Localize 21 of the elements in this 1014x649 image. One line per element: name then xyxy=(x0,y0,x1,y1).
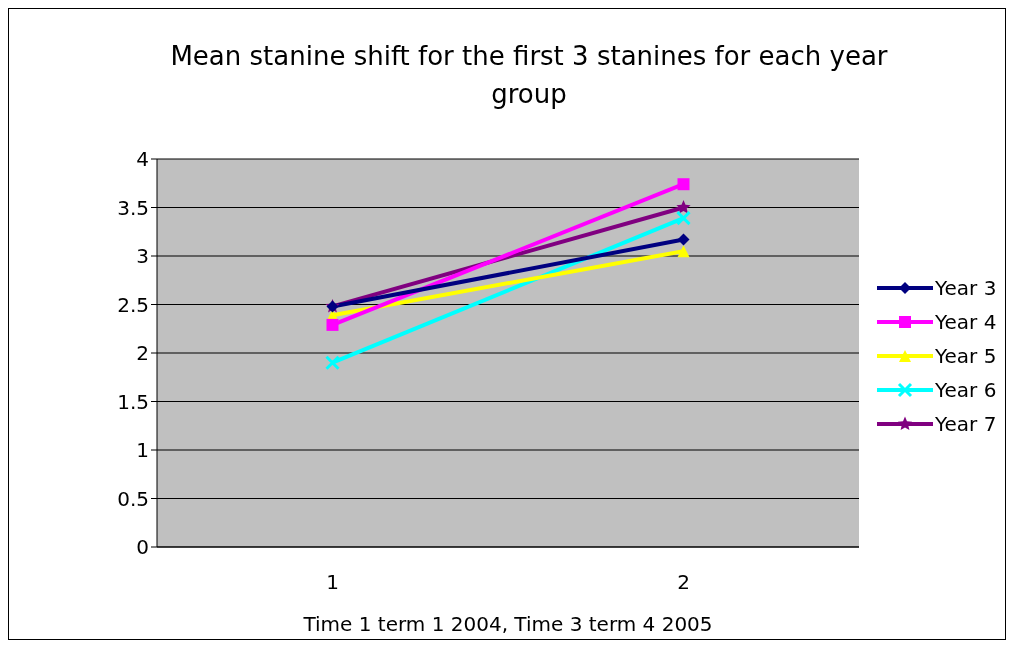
legend-label: Year 3 xyxy=(935,276,997,300)
legend-label: Year 6 xyxy=(935,378,997,402)
y-tick-label: 0.5 xyxy=(117,486,149,511)
chart-title: Mean stanine shift for the first 3 stanines for each year group xyxy=(169,40,889,111)
y-tick-label: 3 xyxy=(136,244,149,269)
y-tick-label: 1.5 xyxy=(117,389,149,414)
x-axis-title: Time 1 term 1 2004, Time 3 term 4 2005 xyxy=(302,612,713,636)
legend-label: Year 7 xyxy=(935,412,997,436)
point xyxy=(325,355,340,371)
legend-label: Year 4 xyxy=(935,310,997,334)
y-tick-label: 4 xyxy=(136,147,149,172)
y-tick-label: 0 xyxy=(136,535,149,560)
y-tick-label: 3.5 xyxy=(117,195,149,220)
point xyxy=(676,200,691,214)
point xyxy=(677,233,690,246)
y-tick-label: 2 xyxy=(136,341,149,366)
point xyxy=(676,210,691,226)
y-tick-label: 1 xyxy=(136,438,149,463)
y-tick-label: 2.5 xyxy=(117,292,149,317)
legend-label: Year 5 xyxy=(935,344,997,368)
point xyxy=(677,178,690,191)
